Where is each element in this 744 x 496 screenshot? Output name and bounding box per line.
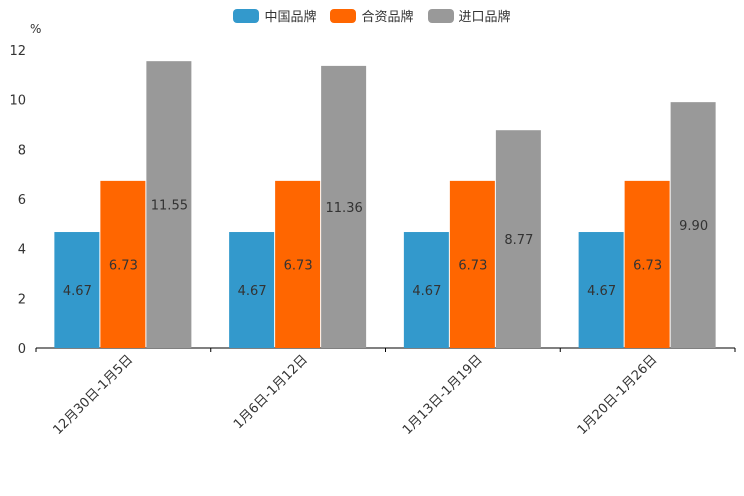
x-tick-label: 1月13日-1月19日 (400, 352, 486, 438)
data-label: 8.77 (504, 233, 533, 248)
y-tick-label: 8 (18, 143, 26, 158)
y-tick-label: 0 (18, 342, 26, 357)
x-tick-label: 12月30日-1月5日 (50, 352, 136, 438)
legend-label-domestic: 中国品牌 (264, 10, 317, 25)
x-tick-label: 1月6日-1月12日 (231, 352, 311, 432)
data-label: 6.73 (109, 258, 138, 273)
data-label: 6.73 (284, 258, 313, 273)
bar (624, 180, 670, 348)
y-tick-label: 10 (9, 94, 26, 109)
data-label: 4.67 (412, 284, 441, 299)
bar (449, 180, 495, 348)
bar (578, 232, 624, 348)
bar (100, 180, 146, 348)
y-tick-label: 12 (9, 44, 26, 59)
data-label: 11.55 (151, 199, 188, 214)
data-label: 11.36 (326, 201, 363, 216)
bar (495, 130, 541, 348)
x-tick-label: 1月20日-1月26日 (575, 352, 661, 438)
legend: 中国品牌 合资品牌 进口品牌 (0, 6, 744, 25)
y-axis-unit: % (30, 22, 42, 36)
data-label: 9.90 (679, 219, 708, 234)
bar (275, 180, 321, 348)
bar (321, 65, 367, 348)
legend-label-joint-venture: 合资品牌 (361, 10, 414, 25)
legend-label-imported: 进口品牌 (458, 10, 511, 25)
data-label: 6.73 (458, 258, 487, 273)
data-label: 4.67 (63, 284, 92, 299)
data-label: 4.67 (587, 284, 616, 299)
legend-swatch-joint-venture (330, 8, 357, 23)
legend-item-joint-venture[interactable]: 合资品牌 (330, 6, 414, 25)
bar (146, 61, 192, 349)
y-tick-label: 2 (18, 292, 26, 307)
bar (403, 232, 449, 348)
bar (54, 232, 100, 348)
y-tick-label: 6 (18, 193, 26, 208)
bar (229, 232, 275, 348)
bar (670, 102, 716, 349)
data-label: 6.73 (633, 258, 662, 273)
legend-item-imported[interactable]: 进口品牌 (427, 6, 511, 25)
legend-swatch-domestic (233, 8, 260, 23)
data-label: 4.67 (238, 284, 267, 299)
y-tick-label: 4 (18, 243, 26, 258)
legend-swatch-imported (427, 8, 454, 23)
legend-item-domestic[interactable]: 中国品牌 (233, 6, 316, 25)
